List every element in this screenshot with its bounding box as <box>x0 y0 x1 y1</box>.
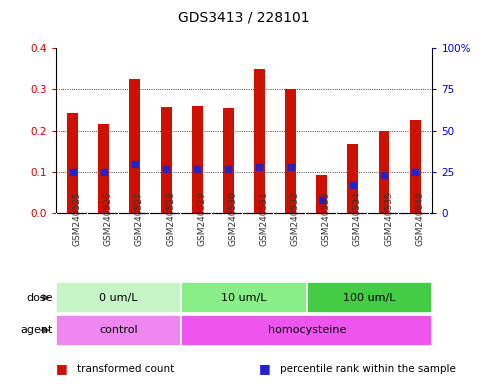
Bar <box>181 282 307 313</box>
Point <box>412 169 419 175</box>
Bar <box>347 144 358 213</box>
Text: GSM240535: GSM240535 <box>384 191 393 246</box>
Text: control: control <box>99 325 138 335</box>
Point <box>225 166 232 172</box>
Text: dose: dose <box>27 293 53 303</box>
Bar <box>316 175 327 213</box>
Point <box>380 172 388 178</box>
Bar <box>56 282 181 313</box>
Text: GSM240532: GSM240532 <box>291 191 299 246</box>
Point <box>349 182 357 188</box>
Bar <box>379 131 389 213</box>
Bar <box>223 108 234 213</box>
Bar <box>192 106 203 213</box>
Point <box>318 197 326 203</box>
Bar <box>285 89 296 213</box>
Text: GSM240526: GSM240526 <box>104 191 113 246</box>
Text: GSM240527: GSM240527 <box>135 191 144 246</box>
Text: ■: ■ <box>258 362 270 375</box>
Text: GSM240534: GSM240534 <box>353 191 362 246</box>
Text: 0 um/L: 0 um/L <box>99 293 138 303</box>
Bar <box>254 69 265 213</box>
Point <box>287 164 295 170</box>
Point <box>131 161 139 167</box>
Text: homocysteine: homocysteine <box>268 325 346 335</box>
Text: GSM240848: GSM240848 <box>415 191 424 246</box>
Text: percentile rank within the sample: percentile rank within the sample <box>280 364 456 374</box>
Text: agent: agent <box>21 325 53 335</box>
Point <box>69 169 76 175</box>
Point <box>162 166 170 172</box>
Point <box>256 164 263 170</box>
Text: GSM240529: GSM240529 <box>197 191 206 246</box>
Text: transformed count: transformed count <box>77 364 174 374</box>
Text: GSM240525: GSM240525 <box>72 191 82 246</box>
Text: GSM240530: GSM240530 <box>228 191 237 246</box>
Bar <box>129 79 141 213</box>
Text: 100 um/L: 100 um/L <box>343 293 396 303</box>
Bar <box>67 113 78 213</box>
Text: ■: ■ <box>56 362 67 375</box>
Bar <box>181 315 432 346</box>
Bar <box>161 107 171 213</box>
Text: 10 um/L: 10 um/L <box>221 293 267 303</box>
Bar <box>307 282 432 313</box>
Text: GSM240528: GSM240528 <box>166 191 175 246</box>
Bar <box>410 120 421 213</box>
Point <box>100 169 108 175</box>
Point <box>193 166 201 172</box>
Bar <box>56 315 181 346</box>
Bar <box>99 124 109 213</box>
Text: GSM240533: GSM240533 <box>322 191 331 246</box>
Text: GSM240531: GSM240531 <box>259 191 269 246</box>
Text: GDS3413 / 228101: GDS3413 / 228101 <box>178 11 310 25</box>
